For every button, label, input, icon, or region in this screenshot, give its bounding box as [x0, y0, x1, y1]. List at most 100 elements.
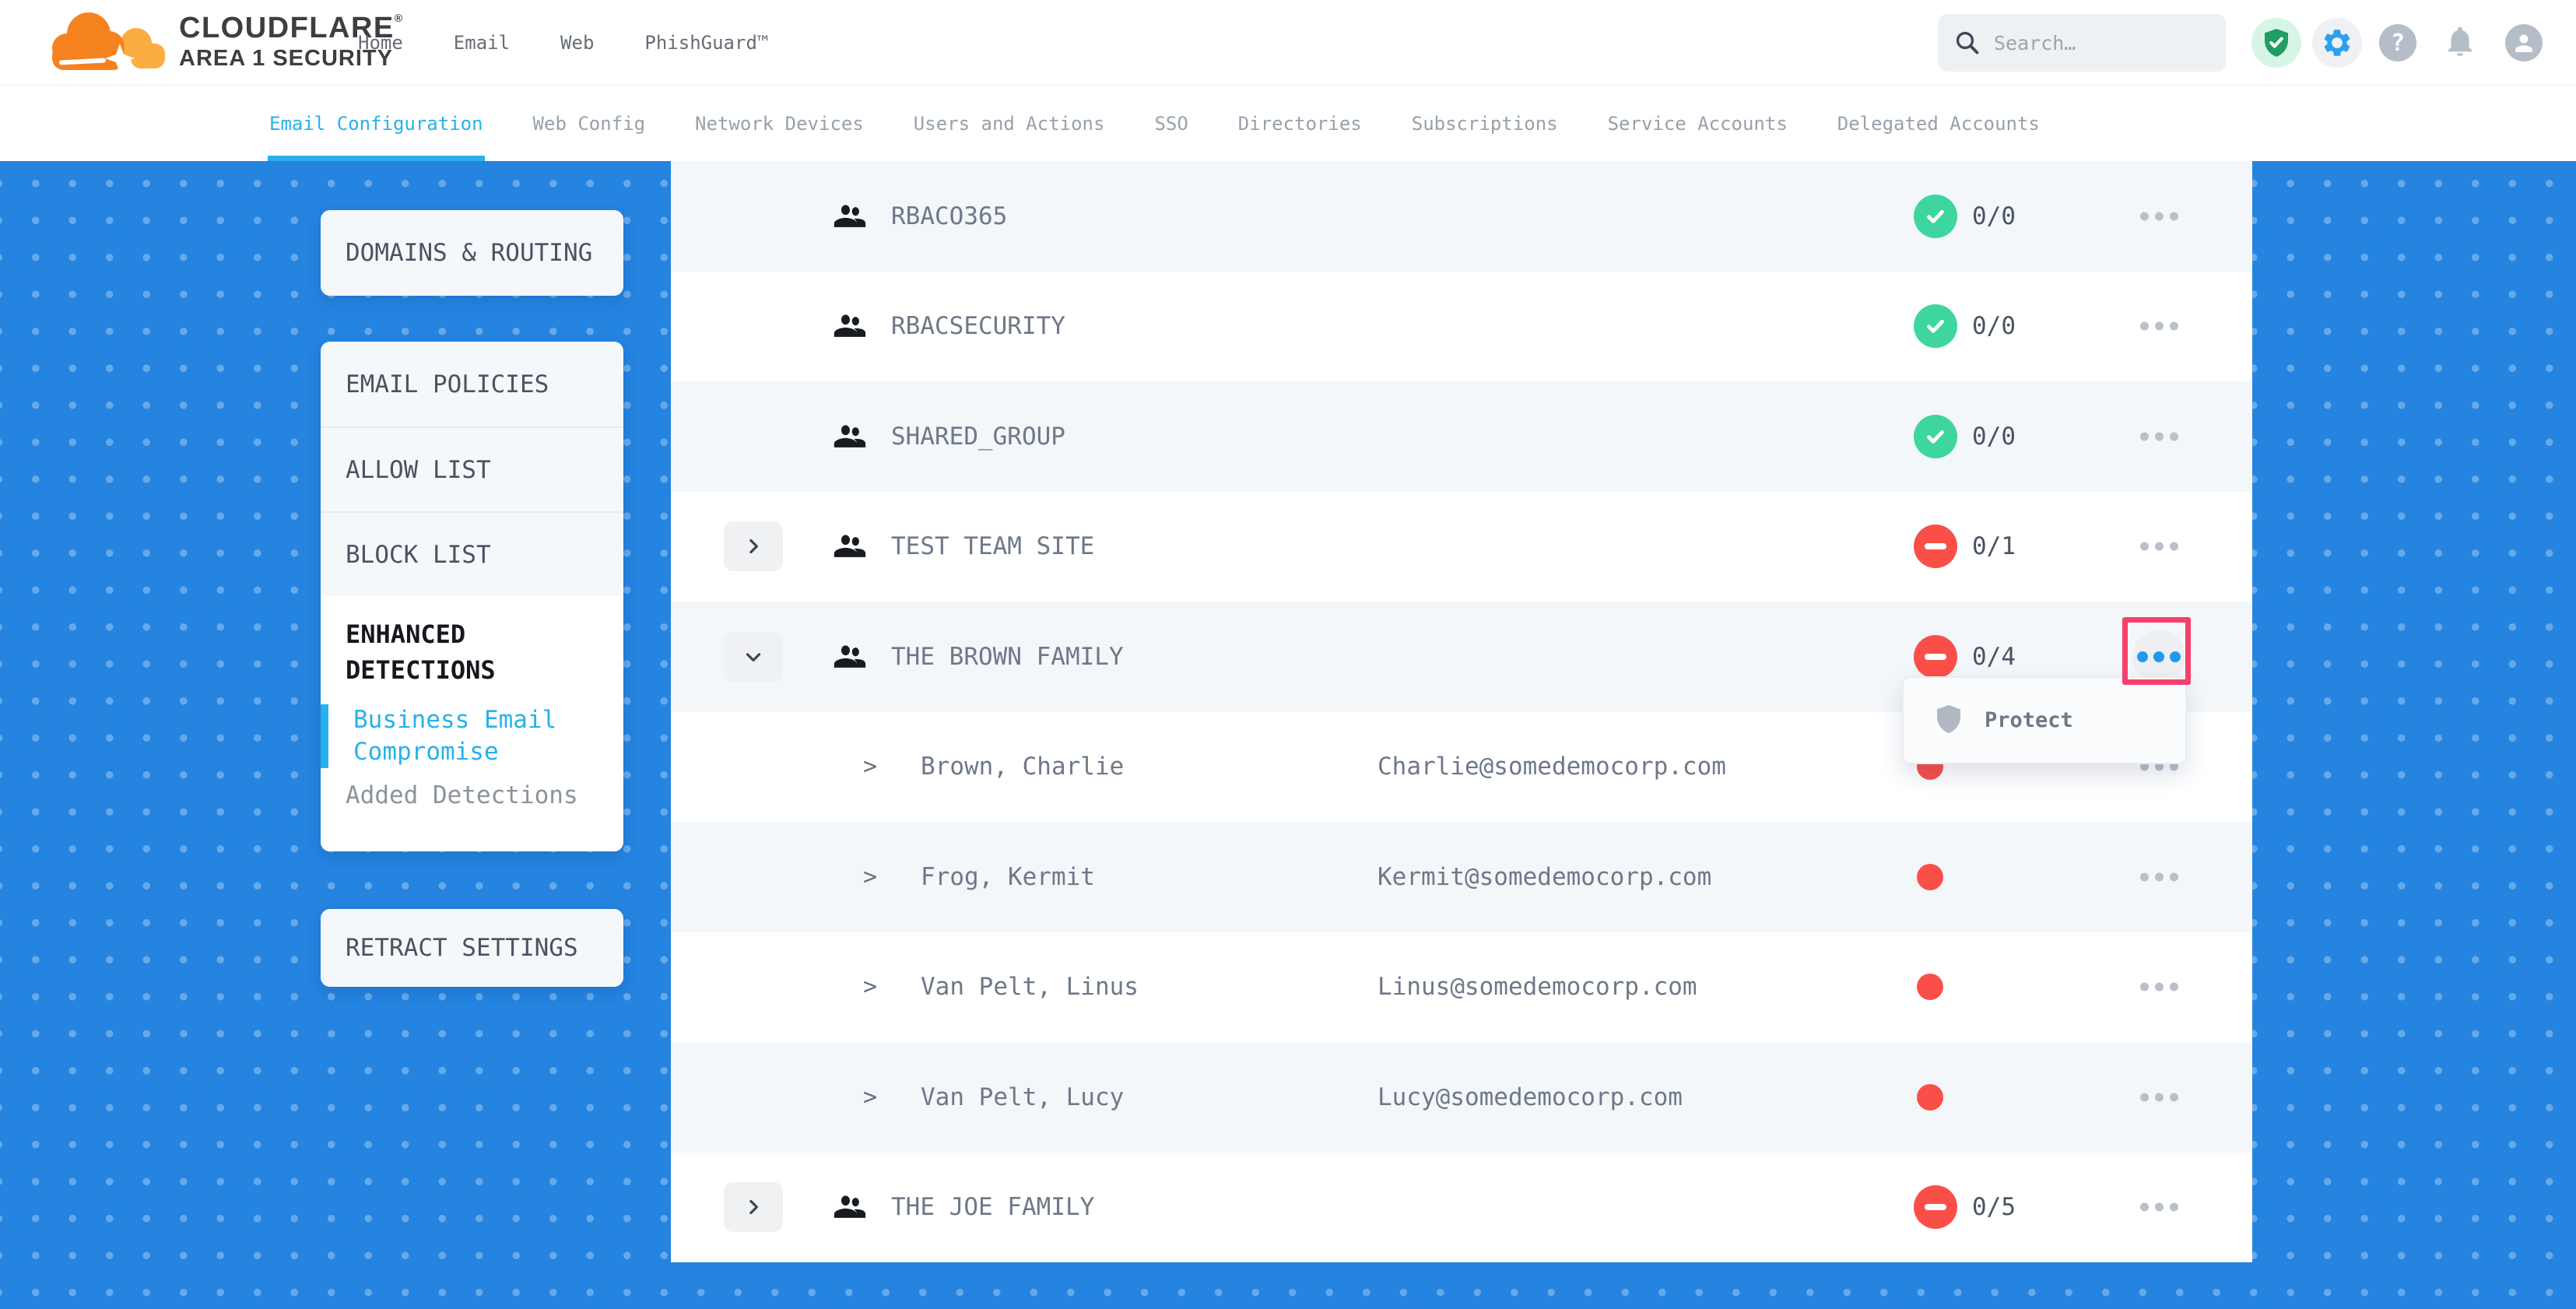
member-name: Frog, Kermit: [921, 862, 1095, 891]
app-header: CLOUDFLARE® AREA 1 SECURITY Home Email Web…: [0, 0, 2576, 86]
group-row-rbaco365[interactable]: RBACO365 0/0: [671, 161, 2252, 272]
section-tabs: Email Configuration Web Config Network Dev…: [0, 86, 2576, 161]
row-menu-button[interactable]: [2137, 432, 2181, 441]
cloudflare-logo-icon: [52, 12, 165, 73]
notifications-bell-icon[interactable]: [2442, 23, 2478, 62]
member-chevron-icon[interactable]: >: [863, 863, 878, 891]
tab-network-devices[interactable]: Network Devices: [695, 112, 864, 135]
status-ok-icon: [1914, 304, 1957, 349]
row-menu-button[interactable]: [2137, 1202, 2181, 1212]
sidebar-item-retract-settings[interactable]: RETRACT SETTINGS: [346, 934, 578, 962]
tab-directories[interactable]: Directories: [1237, 112, 1362, 135]
group-users-icon: [831, 640, 869, 674]
tab-subscriptions[interactable]: Subscriptions: [1411, 112, 1558, 135]
row-menu-button[interactable]: [2137, 1093, 2181, 1102]
row-menu-button[interactable]: [2137, 212, 2181, 221]
collapse-button[interactable]: [724, 631, 783, 682]
protected-count: 0/0: [1972, 202, 2016, 230]
sidebar-card-1: DOMAINS & ROUTING: [321, 210, 623, 296]
member-email: Kermit@somedemocorp.com: [1377, 862, 1712, 891]
sidebar-link-business-email-compromise[interactable]: Business Email Compromise: [321, 704, 585, 768]
top-nav-phishguard[interactable]: PhishGuard™: [644, 32, 769, 54]
group-name: RBACO365: [891, 202, 1008, 230]
top-nav: Home Email Web PhishGuard™: [358, 0, 768, 86]
minus-glyph: [1925, 653, 1946, 660]
search-input[interactable]: [1994, 31, 2210, 54]
member-email: Charlie@somedemocorp.com: [1377, 753, 1726, 781]
tab-users-and-actions[interactable]: Users and Actions: [913, 112, 1105, 135]
row-menu-button[interactable]: [2137, 762, 2181, 771]
tab-sso[interactable]: SSO: [1154, 112, 1188, 135]
sidebar-item-domains-routing[interactable]: DOMAINS & ROUTING: [346, 239, 593, 267]
tab-delegated-accounts[interactable]: Delegated Accounts: [1837, 112, 2040, 135]
sidebar-section-enhanced-detections: ENHANCED DETECTIONS Business Email Compro…: [321, 596, 623, 851]
group-name: SHARED_GROUP: [891, 422, 1065, 451]
tab-web-config[interactable]: Web Config: [532, 112, 646, 135]
top-nav-home[interactable]: Home: [358, 32, 403, 54]
status-alert-icon: [1914, 525, 1957, 569]
row-menu-button[interactable]: [2137, 872, 2181, 882]
group-row-rbacsecurity[interactable]: RBACSECURITY 0/0: [671, 272, 2252, 382]
member-row-van-pelt-linus[interactable]: > Van Pelt, Linus Linus@somedemocorp.com: [671, 932, 2252, 1043]
sidebar-item-block-list[interactable]: BLOCK LIST: [321, 511, 623, 596]
status-ok-icon: [1914, 194, 1957, 238]
member-name: Van Pelt, Linus: [921, 973, 1139, 1002]
status-alert-dot: [1917, 863, 1943, 890]
context-menu-item-protect[interactable]: Protect: [1985, 708, 2073, 732]
group-users-icon: [831, 419, 869, 454]
group-row-shared-group[interactable]: SHARED_GROUP 0/0: [671, 381, 2252, 492]
row-menu-button-active[interactable]: [2132, 630, 2185, 683]
group-users-icon: [831, 1190, 869, 1224]
shield-check-icon[interactable]: [2251, 18, 2301, 68]
row-menu-button[interactable]: [2137, 982, 2181, 991]
row-menu-button[interactable]: [2137, 542, 2181, 551]
member-email: Linus@somedemocorp.com: [1377, 973, 1697, 1002]
member-row-van-pelt-lucy[interactable]: > Van Pelt, Lucy Lucy@somedemocorp.com: [671, 1042, 2252, 1153]
search-box[interactable]: [1938, 14, 2226, 72]
protected-count: 0/0: [1972, 422, 2016, 451]
status-alert-dot: [1917, 1083, 1943, 1111]
protected-count: 0/5: [1972, 1193, 2016, 1222]
sidebar-section-title[interactable]: ENHANCED DETECTIONS: [346, 619, 496, 685]
member-chevron-icon[interactable]: >: [863, 753, 878, 781]
group-row-test-team-site[interactable]: TEST TEAM SITE 0/1: [671, 492, 2252, 602]
member-row-frog-kermit[interactable]: > Frog, Kermit Kermit@somedemocorp.com: [671, 822, 2252, 932]
minus-glyph: [1925, 1204, 1946, 1211]
group-users-icon: [831, 199, 869, 233]
settings-gear-badge: [2312, 18, 2362, 68]
account-circle: [2505, 24, 2543, 61]
tab-email-configuration[interactable]: Email Configuration: [268, 86, 485, 161]
sidebar-item-allow-list[interactable]: ALLOW LIST: [321, 426, 623, 511]
member-chevron-icon[interactable]: >: [863, 973, 878, 1001]
brand[interactable]: CLOUDFLARE® AREA 1 SECURITY: [39, 3, 404, 81]
help-icon[interactable]: ?: [2379, 24, 2416, 61]
group-name: THE JOE FAMILY: [891, 1193, 1095, 1222]
protected-count: 0/0: [1972, 312, 2016, 341]
brand-name: CLOUDFLARE®: [179, 11, 404, 44]
group-users-icon: [831, 309, 869, 343]
protected-count: 0/4: [1972, 642, 2016, 671]
member-row-brown-charlie[interactable]: > Brown, Charlie Charlie@somedemocorp.com: [671, 712, 2252, 823]
expand-button[interactable]: [724, 1182, 783, 1233]
group-name: THE BROWN FAMILY: [891, 642, 1124, 671]
minus-glyph: [1925, 543, 1946, 550]
row-menu-button[interactable]: [2137, 321, 2181, 331]
status-alert-icon: [1914, 634, 1957, 679]
member-email: Lucy@somedemocorp.com: [1377, 1083, 1683, 1111]
sidebar-item-email-policies[interactable]: EMAIL POLICIES: [346, 370, 549, 398]
member-chevron-icon[interactable]: >: [863, 1083, 878, 1111]
expand-button[interactable]: [724, 521, 783, 572]
tab-service-accounts[interactable]: Service Accounts: [1607, 112, 1788, 135]
registered-mark: ®: [394, 11, 404, 24]
account-icon[interactable]: [2505, 24, 2543, 61]
section-tabs-bar: Email Configuration Web Config Network Dev…: [0, 86, 2576, 161]
top-nav-email[interactable]: Email: [453, 32, 511, 54]
settings-gear-icon[interactable]: [2312, 18, 2362, 68]
search-icon: [1956, 31, 1979, 54]
sidebar-link-added-detections[interactable]: Added Detections: [346, 781, 578, 809]
top-nav-web[interactable]: Web: [560, 32, 595, 54]
group-row-the-joe-family[interactable]: THE JOE FAMILY 0/5: [671, 1153, 2252, 1263]
status-ok-icon: [1914, 414, 1957, 458]
group-users-icon: [831, 529, 869, 563]
